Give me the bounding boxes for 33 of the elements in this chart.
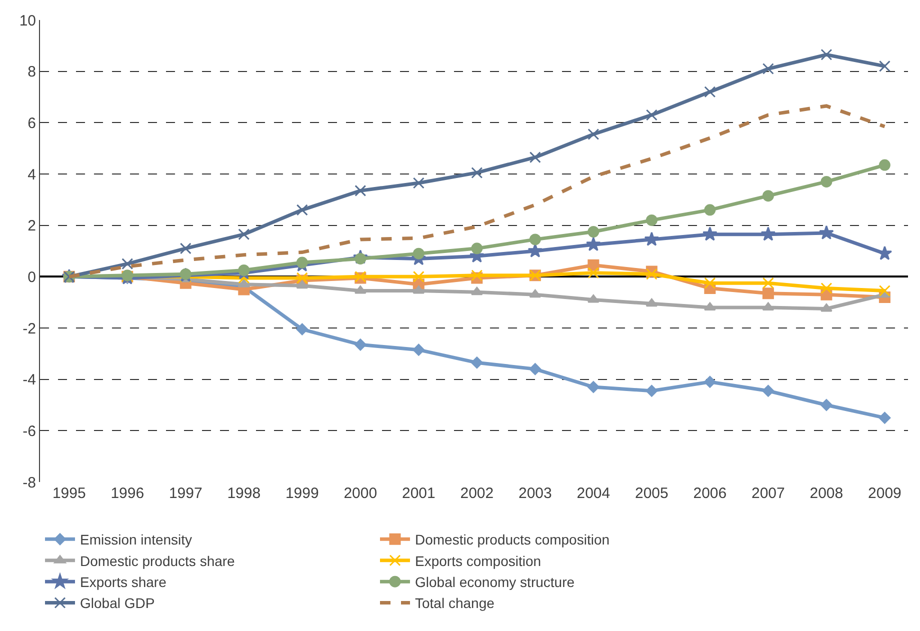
- y-tick-label: -2: [22, 320, 36, 338]
- x-tick-label: 2007: [752, 485, 785, 502]
- legend-label: Global GDP: [80, 595, 155, 612]
- legend-label: Exports composition: [415, 552, 542, 569]
- x-tick-label: 2001: [402, 485, 436, 502]
- x-tick-label: 1998: [227, 485, 261, 502]
- x-tick-label: 2005: [634, 485, 668, 502]
- x-tick-label: 1995: [52, 485, 86, 502]
- y-tick-label: -8: [22, 474, 36, 492]
- x-tick-label: 2004: [576, 485, 610, 502]
- y-tick-label: 6: [28, 114, 36, 132]
- x-tick-label: 2003: [518, 485, 552, 502]
- legend-label: Emission intensity: [80, 532, 192, 548]
- legend-label: Domestic products composition: [415, 532, 610, 548]
- y-tick-label: 4: [28, 166, 36, 184]
- x-tick-label: 1996: [110, 485, 144, 502]
- y-tick-label: -4: [22, 372, 36, 389]
- legend-label: Total change: [415, 595, 495, 612]
- x-tick-label: 2009: [868, 485, 902, 502]
- legend-label: Domestic products share: [80, 552, 236, 569]
- x-tick-label: 2006: [693, 485, 727, 502]
- y-tick-label: 0: [28, 268, 36, 286]
- y-tick-label: 8: [28, 64, 36, 81]
- y-tick-label: 10: [19, 12, 36, 30]
- y-tick-label: -6: [22, 422, 36, 440]
- legend-label: Exports share: [80, 574, 167, 590]
- legend-label: Global economy structure: [415, 574, 575, 590]
- x-tick-label: 1999: [285, 485, 319, 502]
- x-tick-label: 2008: [810, 485, 844, 502]
- x-tick-label: 2002: [460, 485, 494, 502]
- x-tick-label: 1997: [168, 485, 202, 502]
- x-tick-label: 2000: [344, 485, 378, 502]
- y-tick-label: 2: [28, 218, 36, 235]
